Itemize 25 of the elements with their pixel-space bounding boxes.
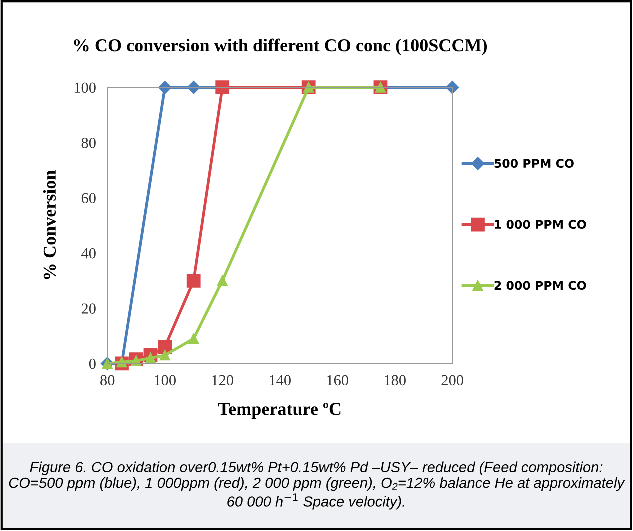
legend-label: 500 PPM CO bbox=[494, 159, 574, 168]
y-axis-title: % Conversion bbox=[43, 170, 56, 280]
legend-label: 1 000 PPM CO bbox=[495, 220, 586, 230]
x-tick-label: 100 bbox=[154, 375, 176, 386]
y-tick-label: 80 bbox=[82, 138, 96, 148]
y-tick-label: 100 bbox=[74, 82, 96, 94]
point bbox=[186, 274, 201, 288]
legend-label: 2 000 PPM CO bbox=[494, 281, 586, 290]
x-tick-label: 120 bbox=[212, 375, 234, 386]
point bbox=[160, 350, 170, 361]
x-tick-label: 160 bbox=[327, 375, 348, 386]
point bbox=[188, 334, 200, 344]
x-tick-label: 200 bbox=[442, 375, 464, 386]
y-tick-label: 60 bbox=[82, 193, 96, 204]
caption: Figure 6. CO oxidation over0.15wt% Pt+0.15wt% Pd –USY– reduced (Feed composition: CO=500 ppm (blue), 1 000ppm (red), 2 000 ppm (green), O₂=12% balance He at approximately 60 000 h$^{−1}$ Space velocity). bbox=[9, 462, 626, 510]
point bbox=[216, 80, 230, 95]
y-tick-label: 40 bbox=[82, 248, 96, 259]
x-axis-title: Temperature ºC bbox=[218, 403, 341, 419]
x-tick-label: 80 bbox=[100, 375, 115, 386]
x-tick-label: 140 bbox=[270, 375, 291, 386]
chart-title: % CO conversion with different CO conc (100SCCM) bbox=[74, 38, 488, 56]
y-tick-label: 0 bbox=[89, 358, 96, 370]
point bbox=[217, 276, 228, 286]
y-tick-label: 20 bbox=[82, 304, 96, 314]
x-tick-label: 180 bbox=[384, 375, 406, 386]
